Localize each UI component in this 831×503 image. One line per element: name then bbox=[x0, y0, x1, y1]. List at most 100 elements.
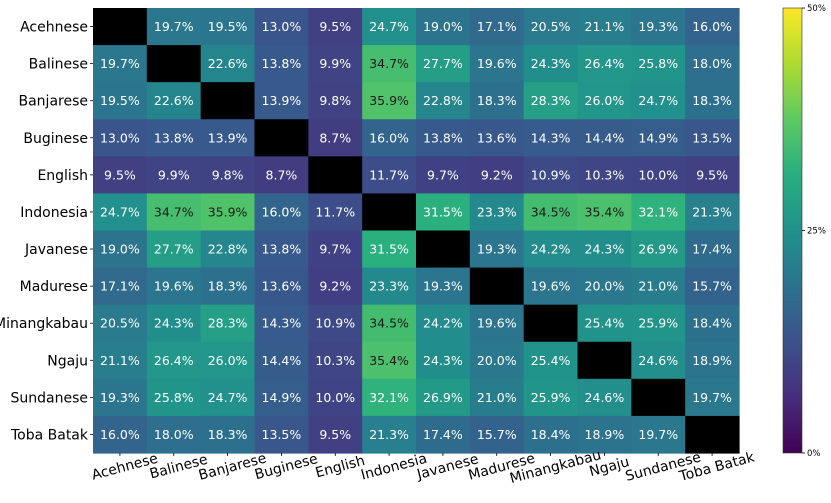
heatmap-cell bbox=[685, 119, 740, 157]
heatmap-cell bbox=[577, 415, 632, 454]
heatmap-cell bbox=[469, 119, 525, 157]
cell-value-label: 24.3% bbox=[154, 316, 194, 331]
cell-value-label: 24.3% bbox=[531, 56, 571, 71]
heatmap-cell bbox=[362, 341, 417, 380]
cell-value-label: 23.3% bbox=[369, 279, 409, 294]
cell-value-label: 25.8% bbox=[154, 390, 194, 405]
cell-value-label: 21.0% bbox=[477, 390, 517, 405]
heatmap-cell-diagonal bbox=[200, 82, 256, 120]
heatmap-cell bbox=[631, 341, 686, 380]
heatmap-cell bbox=[469, 156, 525, 195]
y-tick-label: English bbox=[37, 168, 88, 184]
y-tick-label: Javanese bbox=[24, 242, 88, 258]
heatmap-cell bbox=[308, 45, 363, 83]
heatmap-cell bbox=[416, 193, 471, 232]
heatmap-cell bbox=[362, 267, 417, 306]
cell-value-label: 19.3% bbox=[477, 242, 517, 257]
heatmap-cell bbox=[362, 378, 417, 417]
cell-value-label: 24.7% bbox=[638, 93, 678, 108]
heatmap-cell bbox=[93, 119, 148, 157]
heatmap-cell bbox=[685, 156, 740, 195]
heatmap-cell bbox=[577, 193, 632, 232]
cell-value-label: 19.0% bbox=[423, 19, 463, 34]
heatmap-cell bbox=[577, 119, 632, 157]
heatmap-cell-diagonal bbox=[416, 230, 471, 269]
heatmap-cell bbox=[146, 119, 202, 157]
heatmap-cell bbox=[308, 8, 363, 46]
cell-value-label: 22.8% bbox=[208, 242, 248, 257]
heatmap-cell bbox=[416, 45, 471, 83]
heatmap-cell bbox=[469, 378, 525, 417]
cell-value-label: 22.6% bbox=[154, 93, 194, 108]
heatmap-cell bbox=[416, 415, 471, 454]
heatmap-cell bbox=[469, 193, 525, 232]
heatmap-cell-diagonal bbox=[93, 8, 148, 46]
cell-value-label: 19.6% bbox=[154, 279, 194, 294]
heatmap-cell bbox=[146, 82, 202, 120]
heatmap-cell bbox=[685, 304, 740, 343]
cell-value-label: 13.8% bbox=[423, 130, 463, 145]
cell-value-label: 15.7% bbox=[692, 279, 732, 294]
heatmap-cell bbox=[631, 8, 686, 46]
heatmap-cell-diagonal bbox=[362, 193, 417, 232]
heatmap-cell bbox=[146, 415, 202, 454]
heatmap-cell bbox=[523, 119, 579, 157]
colorbar: 0% 25% 50% bbox=[782, 4, 826, 459]
cell-value-label: 21.1% bbox=[100, 353, 140, 368]
heatmap-cell bbox=[200, 45, 256, 83]
cell-value-label: 26.4% bbox=[154, 353, 194, 368]
y-tick-label: Madurese bbox=[20, 279, 88, 295]
cell-value-label: 11.7% bbox=[315, 204, 355, 219]
heatmap-cell bbox=[254, 230, 309, 269]
cell-value-label: 34.5% bbox=[369, 316, 409, 331]
cell-value-label: 9.7% bbox=[319, 242, 351, 257]
heatmap-cell bbox=[631, 415, 686, 454]
heatmap-cell bbox=[523, 230, 579, 269]
heatmap-cell bbox=[577, 156, 632, 195]
heatmap-cell-diagonal bbox=[469, 267, 525, 306]
cell-value-label: 19.3% bbox=[638, 19, 678, 34]
cell-value-label: 13.8% bbox=[154, 130, 194, 145]
cell-value-label: 21.1% bbox=[585, 19, 625, 34]
heatmap-cell bbox=[631, 193, 686, 232]
heatmap-cell bbox=[308, 378, 363, 417]
cell-value-label: 27.7% bbox=[423, 56, 463, 71]
heatmap-cell bbox=[577, 45, 632, 83]
cell-value-label: 25.4% bbox=[531, 353, 571, 368]
heatmap-cell bbox=[362, 415, 417, 454]
heatmap-cell bbox=[523, 378, 579, 417]
heatmap-cell bbox=[308, 119, 363, 157]
cell-value-label: 28.3% bbox=[531, 93, 571, 108]
cell-value-label: 27.7% bbox=[154, 242, 194, 257]
cell-value-label: 19.6% bbox=[477, 56, 517, 71]
heatmap-cell bbox=[308, 415, 363, 454]
y-tick-label: Minangkabau bbox=[0, 316, 88, 332]
cell-value-label: 34.7% bbox=[154, 204, 194, 219]
heatmap-cell bbox=[577, 230, 632, 269]
heatmap-cell bbox=[362, 45, 417, 83]
cell-value-label: 24.7% bbox=[100, 204, 140, 219]
heatmap-cell bbox=[254, 8, 309, 46]
cell-value-label: 10.3% bbox=[315, 353, 355, 368]
cell-value-label: 9.5% bbox=[319, 19, 351, 34]
heatmap-cell bbox=[362, 8, 417, 46]
heatmap-cell bbox=[254, 304, 309, 343]
cell-value-label: 19.7% bbox=[154, 19, 194, 34]
cell-value-label: 13.6% bbox=[477, 130, 517, 145]
cell-value-label: 21.3% bbox=[369, 427, 409, 442]
cell-value-label: 10.3% bbox=[585, 167, 625, 182]
heatmap-cell bbox=[200, 304, 256, 343]
cell-value-label: 17.1% bbox=[477, 19, 517, 34]
cell-value-label: 18.0% bbox=[154, 427, 194, 442]
cell-value-label: 24.6% bbox=[638, 353, 678, 368]
cell-value-label: 13.5% bbox=[692, 130, 732, 145]
heatmap-cell bbox=[200, 230, 256, 269]
heatmap-cell bbox=[146, 304, 202, 343]
heatmap-cell bbox=[416, 267, 471, 306]
y-tick-label: Toba Batak bbox=[10, 427, 89, 443]
heatmap-cell bbox=[146, 8, 202, 46]
cell-value-label: 8.7% bbox=[266, 167, 298, 182]
cell-value-label: 13.0% bbox=[100, 130, 140, 145]
cell-value-label: 23.3% bbox=[477, 204, 517, 219]
heatmap-cell bbox=[685, 341, 740, 380]
